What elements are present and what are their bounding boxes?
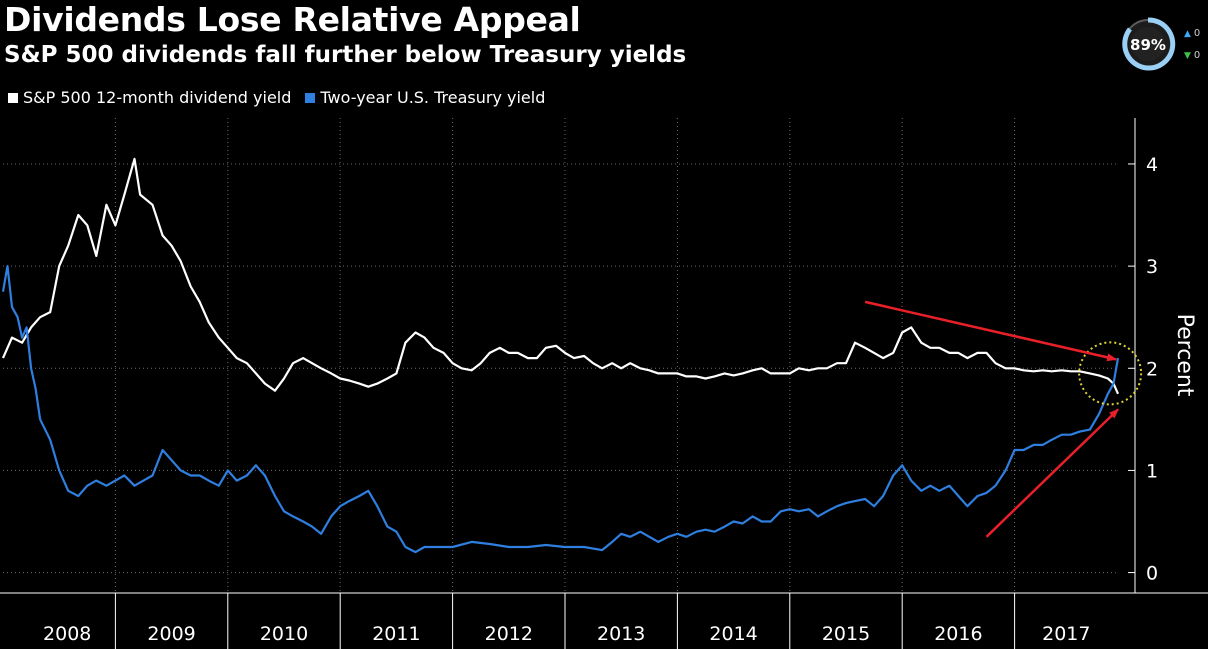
- x-tick-label: 2013: [597, 623, 645, 645]
- x-tick-label: 2012: [485, 623, 533, 645]
- x-tick-label: 2015: [822, 623, 870, 645]
- badge-ring-icon: [1122, 17, 1176, 71]
- red-arrow-lower: [985, 408, 1120, 538]
- x-tick-label: 2014: [709, 623, 757, 645]
- crossover-circle: [1078, 341, 1143, 406]
- red-arrow-upper: [864, 300, 1118, 362]
- legend-item-treasury: Two-year U.S. Treasury yield: [305, 88, 545, 107]
- y-axis: 0 1 2 3 4: [1128, 118, 1158, 593]
- x-tick-label: 2010: [260, 623, 308, 645]
- x-tick-label: 2017: [1042, 623, 1090, 645]
- legend-swatch-dividend: [8, 92, 18, 103]
- chart-title: Dividends Lose Relative Appeal: [4, 0, 581, 39]
- badge-percent: 89%: [1130, 36, 1166, 54]
- x-tick-label: 2009: [147, 623, 195, 645]
- x-axis: 2008 2009 2010 2011 2012 2013 2014 2015 2016 2017: [0, 592, 1208, 649]
- x-tick-label: 2008: [43, 623, 91, 645]
- annotations-layer: [864, 300, 1143, 538]
- series-line-dividend-yield: [1, 157, 1120, 395]
- download-value: 0: [1193, 50, 1201, 61]
- y-tick-label: 1: [1146, 460, 1158, 482]
- performance-badge[interactable]: 89%: [1122, 16, 1182, 76]
- legend-swatch-treasury: [305, 92, 316, 103]
- y-tick-label: 4: [1146, 154, 1158, 176]
- legend-item-dividend: S&P 500 12-month dividend yield: [8, 88, 291, 107]
- x-tick-label: 2011: [372, 623, 420, 645]
- y-axis-label: Percent: [1172, 314, 1197, 397]
- chart-legend: S&P 500 12-month dividend yield Two-year…: [8, 88, 559, 107]
- y-tick-label: 2: [1146, 358, 1158, 380]
- chart-grid: [3, 118, 1118, 593]
- arrow-up-icon: ▲: [1184, 28, 1191, 39]
- y-tick-label: 0: [1146, 563, 1158, 585]
- legend-label-dividend: S&P 500 12-month dividend yield: [23, 88, 292, 107]
- chart-subtitle: S&P 500 dividends fall further below Tre…: [4, 42, 687, 68]
- upload-value: 0: [1193, 28, 1201, 39]
- series-line-treasury-yield: [1, 265, 1120, 554]
- download-stat: ▼ 0: [1184, 50, 1200, 61]
- y-tick-label: 3: [1146, 256, 1158, 278]
- x-tick-label: 2016: [934, 623, 982, 645]
- arrow-down-icon: ▼: [1184, 50, 1191, 61]
- series-layer: [1, 157, 1120, 554]
- upload-stat: ▲ 0: [1184, 28, 1200, 39]
- legend-label-treasury: Two-year U.S. Treasury yield: [320, 88, 546, 107]
